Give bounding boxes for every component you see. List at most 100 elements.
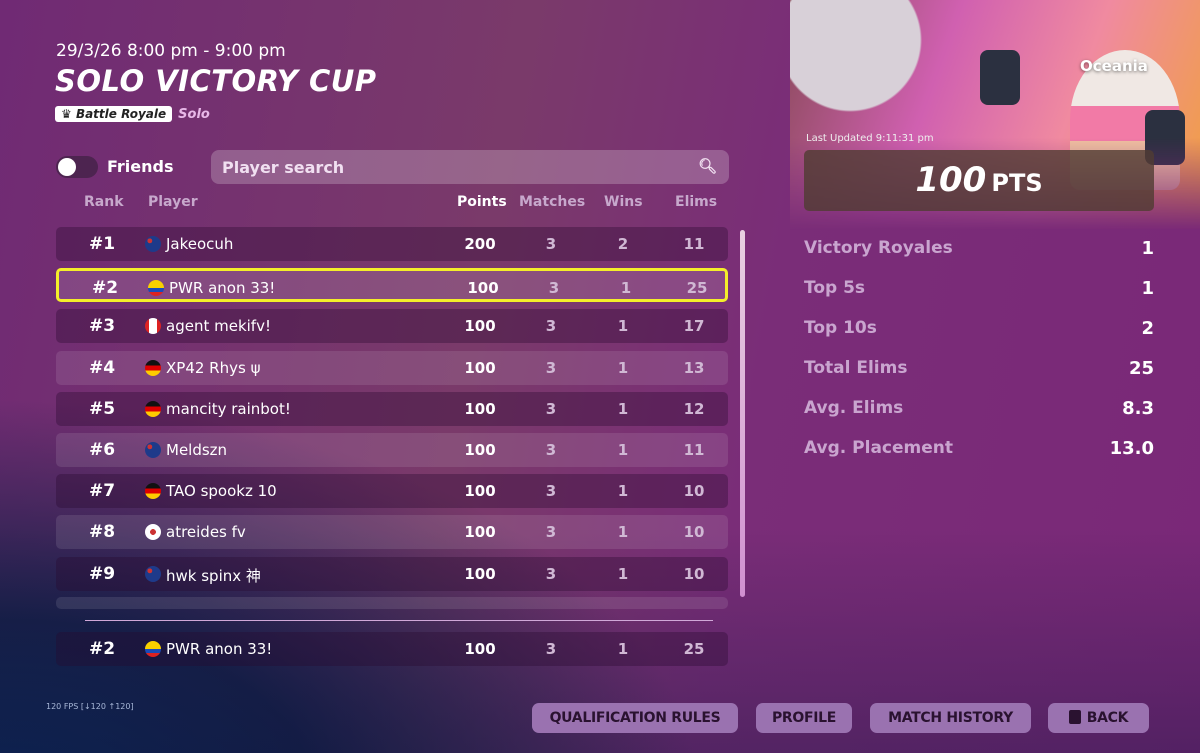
flag-icon-kr [145,524,161,541]
flag-icon-au [145,442,161,458]
player-name: TAO spookz 10 [166,482,277,501]
player-name: mancity rainbot! [166,399,291,418]
stat-row: Victory Royales 1 [804,238,1154,259]
points: 200 [464,235,496,253]
player-name: XP42 Rhys ψ [166,358,261,377]
qualification-rules-button[interactable]: QUALIFICATION RULES [532,703,738,733]
points: 100 [464,640,496,658]
wins: 1 [617,441,629,459]
flag-icon-de [145,400,161,417]
character-hand [980,50,1020,105]
col-player: Player [148,194,198,210]
points-total: 100 PTS [804,150,1154,211]
matches: 3 [545,235,557,253]
rank: #4 [88,357,116,378]
wins: 2 [617,235,629,253]
friends-label: Friends [107,157,174,176]
stat-row: Top 10s 2 [804,318,1154,339]
points: 100 [464,523,496,542]
matches: 3 [545,640,557,658]
table-row[interactable]: #2 PWR anon 33! 100 3 1 25 [56,632,728,666]
matches: 3 [545,523,557,542]
elims: 12 [683,399,705,418]
fps-counter: 120 FPS [↓120 ↑120] [46,702,134,711]
player-name: Jakeocuh [166,235,234,253]
elims: 25 [686,279,708,298]
flag-icon-co [148,280,164,297]
player-name: hwk spinx 神 [166,566,261,585]
points: 100 [464,564,496,583]
matches: 3 [545,358,557,377]
table-row-partial[interactable] [56,597,728,609]
back-button[interactable]: BACK [1048,703,1149,733]
player-name: PWR anon 33! [169,279,276,298]
rank: #2 [91,278,119,299]
table-row[interactable]: #2 PWR anon 33! 100 3 1 25 [56,268,728,303]
mode-info: ♛ Battle Royale Solo [55,106,210,122]
elims: 10 [683,564,705,583]
wins: 1 [620,279,632,298]
player-name: PWR anon 33! [166,640,273,658]
rank: #3 [88,316,116,337]
match-history-button[interactable]: MATCH HISTORY [870,703,1031,733]
search-icon[interactable]: 🔍︎ [697,157,717,175]
rank: #9 [88,563,116,584]
player-name: Meldszn [166,441,228,459]
elims: 11 [683,235,705,253]
points: 100 [464,358,496,377]
profile-button[interactable]: PROFILE [756,703,852,733]
stat-row: Avg. Elims 8.3 [804,398,1154,419]
points: 100 [464,399,496,418]
elims: 13 [683,358,705,377]
wins: 1 [617,640,629,658]
points: 100 [464,317,496,336]
last-updated: Last Updated 9:11:31 pm [806,133,934,144]
rank: #7 [88,481,116,502]
matches: 3 [545,482,557,501]
region-label: Oceania [1080,57,1148,75]
player-name: atreides fv [166,523,246,542]
elims: 10 [683,523,705,542]
rank: #1 [88,234,116,254]
points: 100 [464,441,496,459]
table-row[interactable]: #3 agent mekifv! 100 3 1 17 [56,309,728,344]
player-search-input[interactable]: Player search 🔍︎ [211,150,729,184]
crown-icon: ♛ [61,107,76,121]
rank: #6 [88,440,116,460]
divider [85,620,713,621]
wins: 1 [617,358,629,377]
matches: 3 [545,564,557,583]
wins: 1 [617,482,629,501]
rank: #8 [88,522,116,543]
table-row[interactable]: #5 mancity rainbot! 100 3 1 12 [56,391,728,426]
col-matches: Matches [519,194,586,210]
event-datetime: 29/3/26 8:00 pm - 9:00 pm [56,41,286,61]
player-name: agent mekifv! [166,317,271,336]
col-rank: Rank [84,194,124,210]
points: 100 [464,482,496,501]
wins: 1 [617,523,629,542]
flag-icon-ca [145,318,161,335]
mode-badge: ♛ Battle Royale [55,106,173,122]
scrollbar[interactable] [740,230,745,597]
wins: 1 [617,564,629,583]
wins: 1 [617,399,629,418]
table-row[interactable]: #1 Jakeocuh 200 3 2 11 [56,227,728,261]
stat-row: Top 5s 1 [804,278,1154,299]
points: 100 [467,279,499,298]
friends-toggle[interactable] [56,156,98,178]
rank: #2 [88,639,116,659]
rank: #5 [88,398,116,419]
flag-icon-co [145,641,161,657]
table-row[interactable]: #9 hwk spinx 神 100 3 1 10 [56,556,728,591]
flag-icon-de [145,359,161,376]
table-row[interactable]: #7 TAO spookz 10 100 3 1 10 [56,474,728,509]
table-row[interactable]: #6 Meldszn 100 3 1 11 [56,433,728,467]
col-wins: Wins [604,194,643,210]
page-title: SOLO VICTORY CUP [55,64,377,98]
table-row[interactable]: #4 XP42 Rhys ψ 100 3 1 13 [56,350,728,385]
flag-icon-de [145,483,161,500]
flag-icon-au [145,565,161,582]
table-row[interactable]: #8 atreides fv 100 3 1 10 [56,515,728,550]
elims: 17 [683,317,705,336]
